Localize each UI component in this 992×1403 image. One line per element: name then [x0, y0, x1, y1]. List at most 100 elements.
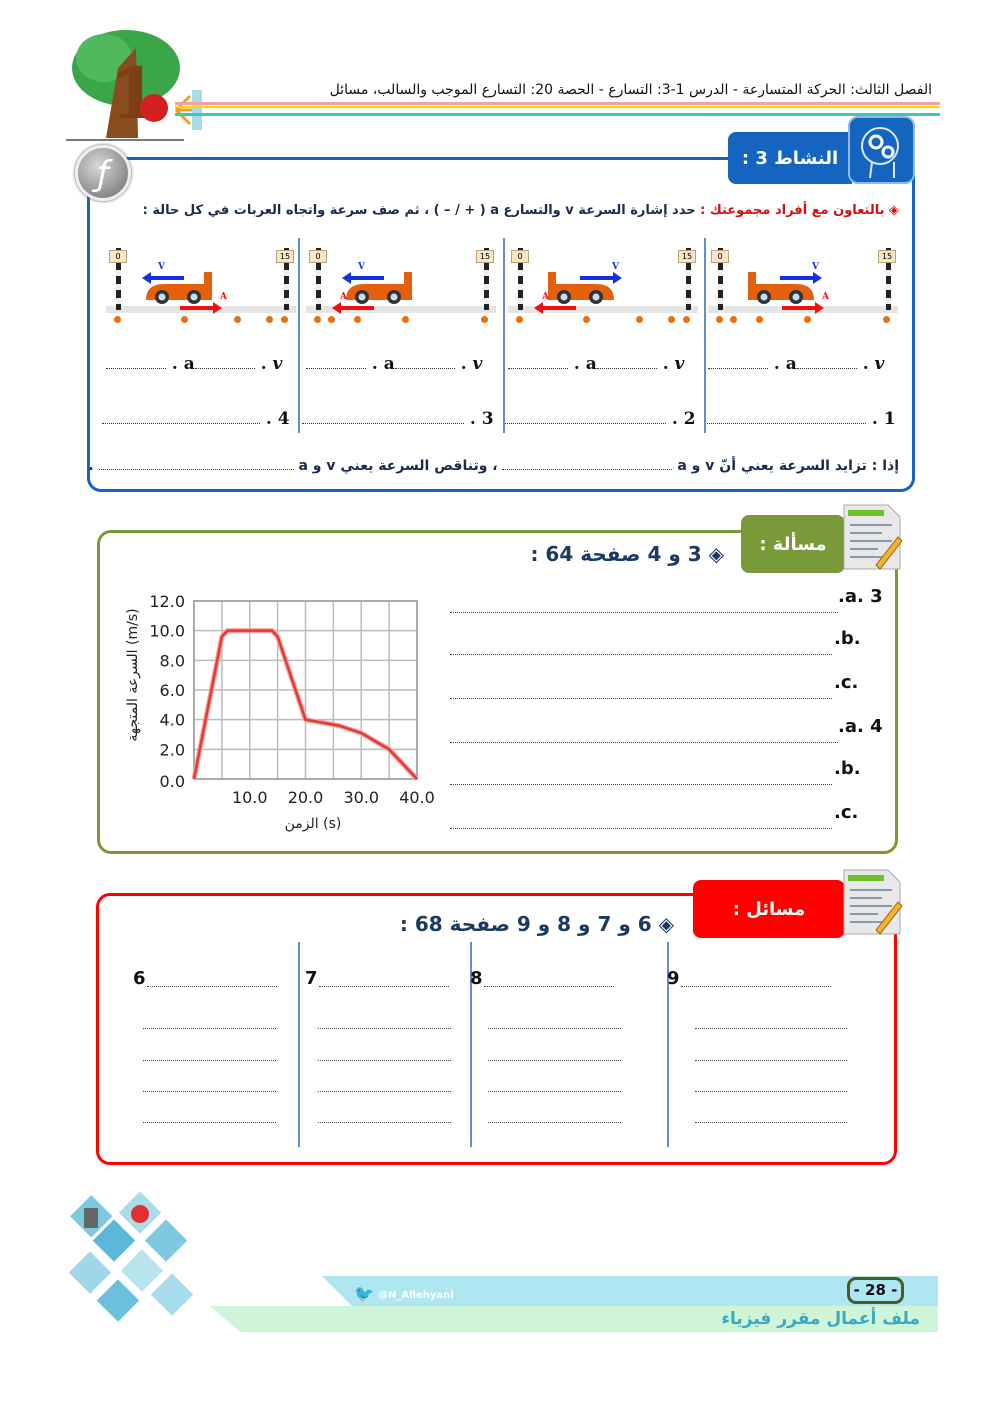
- velocity-time-chart: 0.0 2.0 4.0 6.0 8.0 10.0 12.0 10.0 20.0 30.0 40.0 ا…: [125, 592, 435, 832]
- acceleration-arrow: [534, 302, 576, 314]
- answer-label: .b.: [834, 758, 861, 779]
- velocity-arrow: [780, 272, 822, 284]
- acceleration-arrow: [332, 302, 374, 314]
- end-pole: [686, 248, 691, 310]
- answer-line[interactable]: [143, 1028, 276, 1029]
- v-a-answer-row[interactable]: . a . v: [306, 354, 498, 374]
- answer-line[interactable]: [484, 986, 614, 987]
- start-marker: 0: [511, 250, 529, 263]
- position-dot: [730, 316, 737, 323]
- position-dot: [281, 316, 288, 323]
- answer-line[interactable]: [488, 1028, 621, 1029]
- header-divider: [175, 113, 940, 116]
- answer-line[interactable]: [450, 698, 832, 699]
- answer-line[interactable]: [318, 1122, 451, 1123]
- x-tick-label: 20.0: [288, 788, 324, 807]
- activity-tab: النشاط 3 :: [728, 132, 852, 184]
- start-marker: 0: [309, 250, 327, 263]
- velocity-arrow: [142, 272, 184, 284]
- problem-heading: ◈ 3 و 4 صفحة 64 :: [530, 542, 724, 566]
- position-dot: [583, 316, 590, 323]
- case-description-row[interactable]: . 3: [302, 409, 494, 429]
- problems-section: [96, 893, 897, 1165]
- twitter-handle: @N_Allehyani: [378, 1290, 454, 1301]
- answer-label: .a. 4: [838, 716, 883, 737]
- problem-section: [97, 530, 898, 854]
- answer-line[interactable]: [450, 784, 832, 785]
- flash-icon: ƒ: [75, 145, 131, 201]
- acceleration-arrow-label: A: [822, 292, 829, 302]
- logo-tree: 1: [66, 28, 186, 144]
- answer-line[interactable]: [450, 828, 832, 829]
- document-pencil-icon: [842, 868, 903, 938]
- answer-line[interactable]: [143, 1091, 276, 1092]
- problems-tab: مسائل :: [693, 880, 845, 938]
- velocity-arrow-label: V: [612, 262, 619, 272]
- answer-line[interactable]: [695, 1091, 847, 1092]
- v-a-answer-row[interactable]: . a . v: [508, 354, 700, 374]
- answer-label: .b.: [834, 628, 861, 649]
- answer-line[interactable]: [695, 1028, 847, 1029]
- answer-line[interactable]: [695, 1060, 847, 1061]
- y-tick-label: 4.0: [160, 711, 185, 730]
- velocity-arrow-label: V: [158, 262, 165, 272]
- brain-gears-icon: [848, 116, 915, 184]
- answer-line[interactable]: [488, 1091, 621, 1092]
- answer-line[interactable]: [450, 654, 832, 655]
- acceleration-arrow: [782, 302, 824, 314]
- start-marker: 0: [711, 250, 729, 263]
- answer-line[interactable]: [681, 986, 831, 987]
- position-dot: [716, 316, 723, 323]
- answer-line[interactable]: [450, 612, 838, 613]
- panel-divider: [503, 238, 505, 433]
- car-panel-2: 0 15 V A: [508, 240, 698, 330]
- y-tick-label: 2.0: [160, 740, 185, 759]
- x-tick-label: 40.0: [399, 788, 435, 807]
- position-dot: [636, 316, 643, 323]
- road: [306, 306, 496, 313]
- header-divider: [175, 102, 940, 105]
- position-dot: [114, 316, 121, 323]
- answer-line[interactable]: [319, 986, 449, 987]
- v-a-answer-row[interactable]: . a . v: [708, 354, 900, 374]
- problems-tab-label: مسائل :: [732, 898, 806, 920]
- answer-line[interactable]: [450, 742, 838, 743]
- car-icon: [146, 272, 212, 304]
- answer-line[interactable]: [318, 1060, 451, 1061]
- position-dot: [804, 316, 811, 323]
- answer-line[interactable]: [143, 1060, 276, 1061]
- acceleration-arrow-label: A: [542, 292, 549, 302]
- problem-number: 7: [305, 968, 318, 989]
- car-icon: [346, 272, 412, 304]
- car-panel-4: 0 15 V A: [106, 240, 296, 330]
- y-axis-label: السرعة المتجهة (m/s): [125, 608, 141, 741]
- problems-heading: ◈ 6 و 7 و 8 و 9 صفحة 68 :: [399, 912, 674, 936]
- course-name: ملف أعمال مقرر فيزياء: [721, 1309, 920, 1329]
- case-description-row[interactable]: . 1: [704, 409, 896, 429]
- acceleration-arrow-label: A: [340, 292, 347, 302]
- case-description-row[interactable]: . 2: [504, 409, 696, 429]
- position-dot: [402, 316, 409, 323]
- footer-band-green: [210, 1306, 938, 1332]
- footer-band-cyan: [322, 1276, 938, 1306]
- answer-line[interactable]: [318, 1091, 451, 1092]
- start-pole: [316, 248, 321, 310]
- y-tick-label: 0.0: [160, 772, 185, 791]
- activity-section: [87, 157, 915, 492]
- plot-frame: [193, 600, 418, 780]
- answer-line[interactable]: [488, 1122, 621, 1123]
- answer-line[interactable]: [318, 1028, 451, 1029]
- road: [508, 306, 698, 313]
- y-tick-label: 12.0: [149, 592, 185, 611]
- position-dot: [516, 316, 523, 323]
- v-a-answer-row[interactable]: . a . v: [106, 354, 298, 374]
- case-description-row[interactable]: . 4: [102, 409, 290, 429]
- answer-line[interactable]: [695, 1122, 847, 1123]
- answer-label: .c.: [834, 672, 859, 693]
- answer-line[interactable]: [488, 1060, 621, 1061]
- answer-line[interactable]: [147, 986, 277, 987]
- answer-line[interactable]: [143, 1122, 276, 1123]
- svg-text:1: 1: [110, 52, 159, 135]
- position-dot: [481, 316, 488, 323]
- series-line: [192, 629, 418, 780]
